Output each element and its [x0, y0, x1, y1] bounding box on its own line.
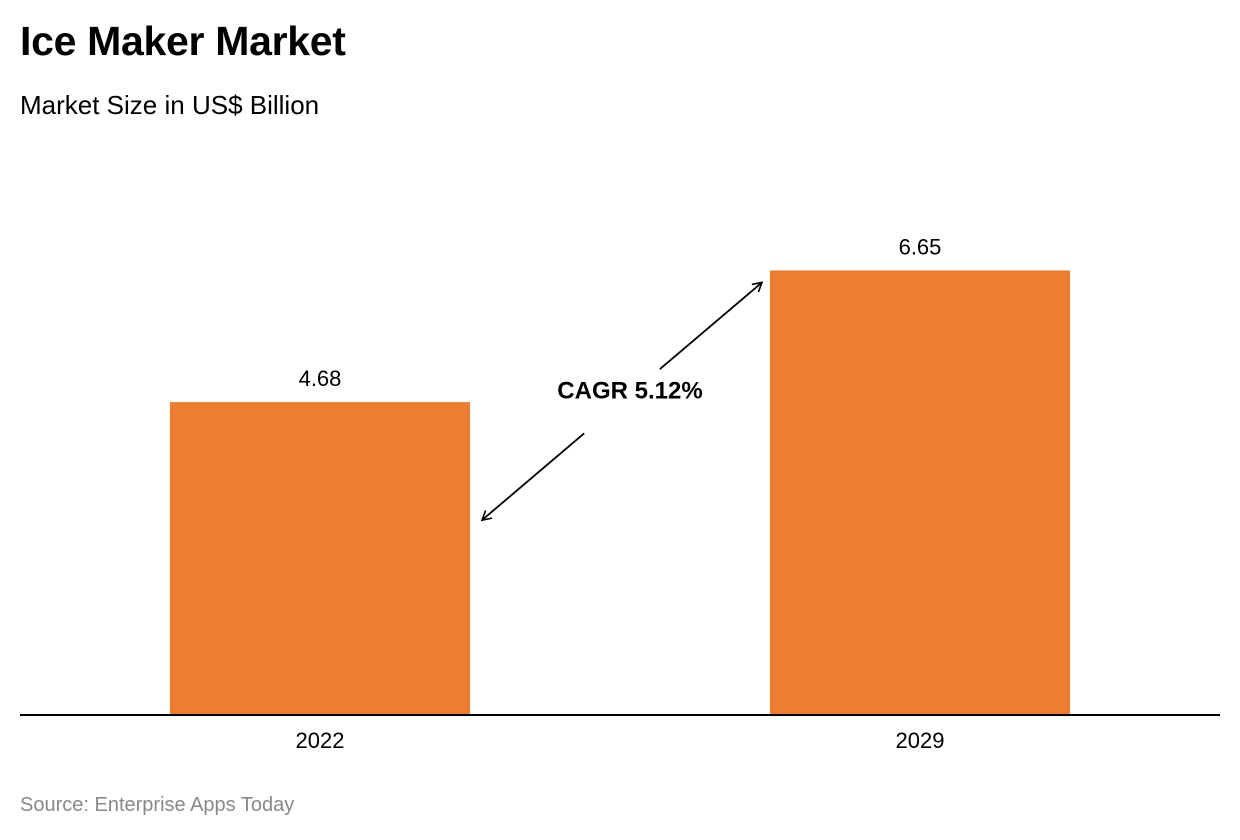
cagr-annotation: CAGR 5.12% — [480, 281, 764, 522]
bar-2029 — [770, 270, 1070, 715]
source-note: Source: Enterprise Apps Today — [20, 794, 295, 816]
x-tick-label-2029: 2029 — [896, 728, 945, 753]
chart-subtitle: Market Size in US$ Billion — [20, 90, 320, 120]
bar-2022 — [170, 402, 470, 715]
cagr-arrow-down — [480, 432, 585, 522]
bars-layer — [170, 270, 1070, 715]
data-label-2029: 6.65 — [899, 234, 942, 259]
x-tick-label-2022: 2022 — [296, 728, 345, 753]
data-label-2022: 4.68 — [299, 366, 342, 391]
cagr-label: CAGR 5.12% — [557, 377, 702, 404]
cagr-arrow-up — [659, 281, 764, 370]
labels-layer: 4.68 2022 6.65 2029 — [296, 234, 945, 753]
chart-title: Ice Maker Market — [20, 18, 346, 64]
